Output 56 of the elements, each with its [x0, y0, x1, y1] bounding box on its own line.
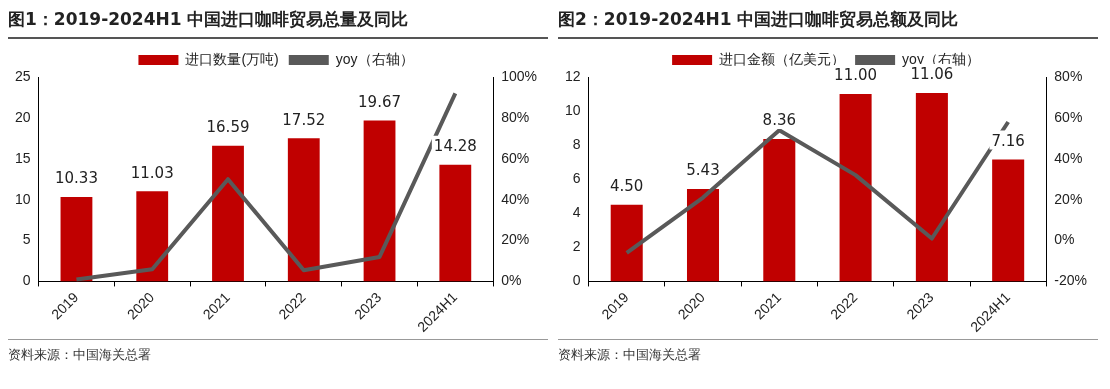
chart-title: 图2：2019-2024H1 中国进口咖啡贸易总额及同比 — [558, 4, 1098, 39]
data-label: 7.16 — [991, 131, 1025, 150]
legend-label: yoy（右轴） — [335, 50, 414, 67]
y-tick-label: 20 — [14, 108, 31, 125]
y2-tick-label: 0% — [1054, 231, 1075, 248]
y2-tick-label: 0% — [501, 272, 522, 289]
text: 资料来源：中国海关总署 — [8, 339, 548, 364]
y-tick-label: 8 — [572, 136, 581, 153]
data-label: 4.50 — [610, 177, 644, 196]
y2-tick-label: 40% — [501, 190, 530, 207]
y2-tick-label: 80% — [501, 108, 530, 125]
y-tick-label: 10 — [14, 190, 31, 207]
y-tick-label: 2 — [572, 238, 581, 255]
y2-tick-label: 100% — [501, 67, 538, 84]
data-label: 14.28 — [433, 137, 477, 156]
bar — [439, 164, 472, 282]
y-tick-label: 25 — [14, 67, 31, 84]
y-tick-label: 0 — [22, 272, 31, 289]
y2-tick-label: 20% — [1054, 190, 1083, 207]
y2-tick-label: 20% — [501, 231, 530, 248]
bar — [212, 145, 244, 282]
bar — [363, 120, 396, 282]
y-tick-label: 15 — [14, 149, 31, 166]
y-tick-label: 6 — [572, 170, 581, 187]
data-label: 19.67 — [358, 92, 402, 111]
data-label: 11.00 — [834, 66, 878, 85]
legend-label: 进口金额（亿美元） — [719, 50, 846, 67]
bar — [992, 159, 1025, 282]
chart-title: 图1：2019-2024H1 中国进口咖啡贸易总量及同比 — [8, 4, 548, 39]
text: 资料来源：中国海关总署 — [558, 339, 1098, 364]
bar — [136, 191, 169, 282]
data-label: 11.03 — [130, 163, 174, 182]
y-tick-label: 5 — [22, 231, 31, 248]
y2-tick-label: -20% — [1054, 272, 1087, 289]
y2-tick-label: 40% — [1054, 149, 1083, 166]
data-label: 11.06 — [910, 65, 954, 84]
data-label: 8.36 — [762, 111, 796, 130]
bar — [686, 188, 720, 282]
y2-tick-label: 60% — [1054, 108, 1083, 125]
data-label: 5.43 — [686, 161, 720, 180]
bar — [610, 204, 643, 282]
data-label: 17.52 — [282, 110, 326, 129]
y-tick-label: 4 — [572, 204, 581, 221]
y-tick-label: 10 — [564, 101, 581, 118]
bar — [287, 138, 320, 282]
bar — [915, 93, 948, 282]
y2-tick-label: 80% — [1054, 67, 1083, 84]
y-tick-label: 12 — [564, 67, 581, 84]
data-label: 16.59 — [206, 118, 250, 137]
bar — [763, 139, 796, 282]
legend-label: 进口数量(万吨) — [185, 50, 279, 67]
bar — [60, 196, 93, 282]
y2-tick-label: 60% — [501, 149, 530, 166]
y-tick-label: 0 — [572, 272, 581, 289]
bar — [839, 94, 872, 282]
data-label: 10.33 — [54, 169, 98, 188]
